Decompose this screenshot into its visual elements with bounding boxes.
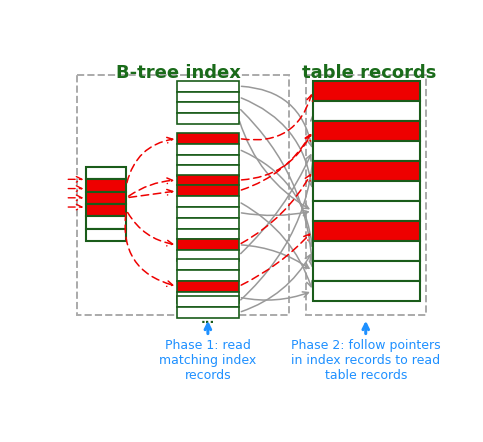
Text: Phase 2: follow pointers
in index records to read
table records: Phase 2: follow pointers in index record… [291,339,440,382]
Bar [313,241,420,261]
Text: ...: ... [201,312,215,325]
Bar [177,165,239,176]
Bar [313,221,420,241]
Bar [177,250,239,261]
Bar [86,167,126,179]
Bar [177,102,239,113]
Bar [313,261,420,281]
Bar [86,204,126,216]
Bar [86,216,126,229]
Bar [177,175,239,186]
Bar [313,101,420,121]
Bar [177,81,239,91]
Bar [177,144,239,155]
Bar [177,207,239,218]
Bar [313,281,420,301]
Bar [86,179,126,192]
Bar [177,186,239,196]
Bar [177,296,239,307]
Text: table records: table records [302,64,437,82]
Bar [313,181,420,201]
Bar [313,121,420,141]
Bar [177,91,239,102]
Bar [313,201,420,221]
Bar [86,192,126,204]
Bar [177,113,239,124]
Bar [177,240,239,250]
Bar [177,281,239,292]
Bar [177,229,239,240]
Bar [177,196,239,207]
Bar [313,81,420,101]
Bar [177,259,239,270]
Text: B-tree index: B-tree index [116,64,241,82]
Bar [177,133,239,144]
Text: Phase 1: read
matching index
records: Phase 1: read matching index records [159,339,256,382]
Bar [177,307,239,318]
Bar [313,161,420,181]
Bar [177,292,239,302]
Bar [86,229,126,241]
Bar [313,141,420,161]
Bar [177,270,239,281]
Bar [177,218,239,229]
Bar [177,155,239,165]
